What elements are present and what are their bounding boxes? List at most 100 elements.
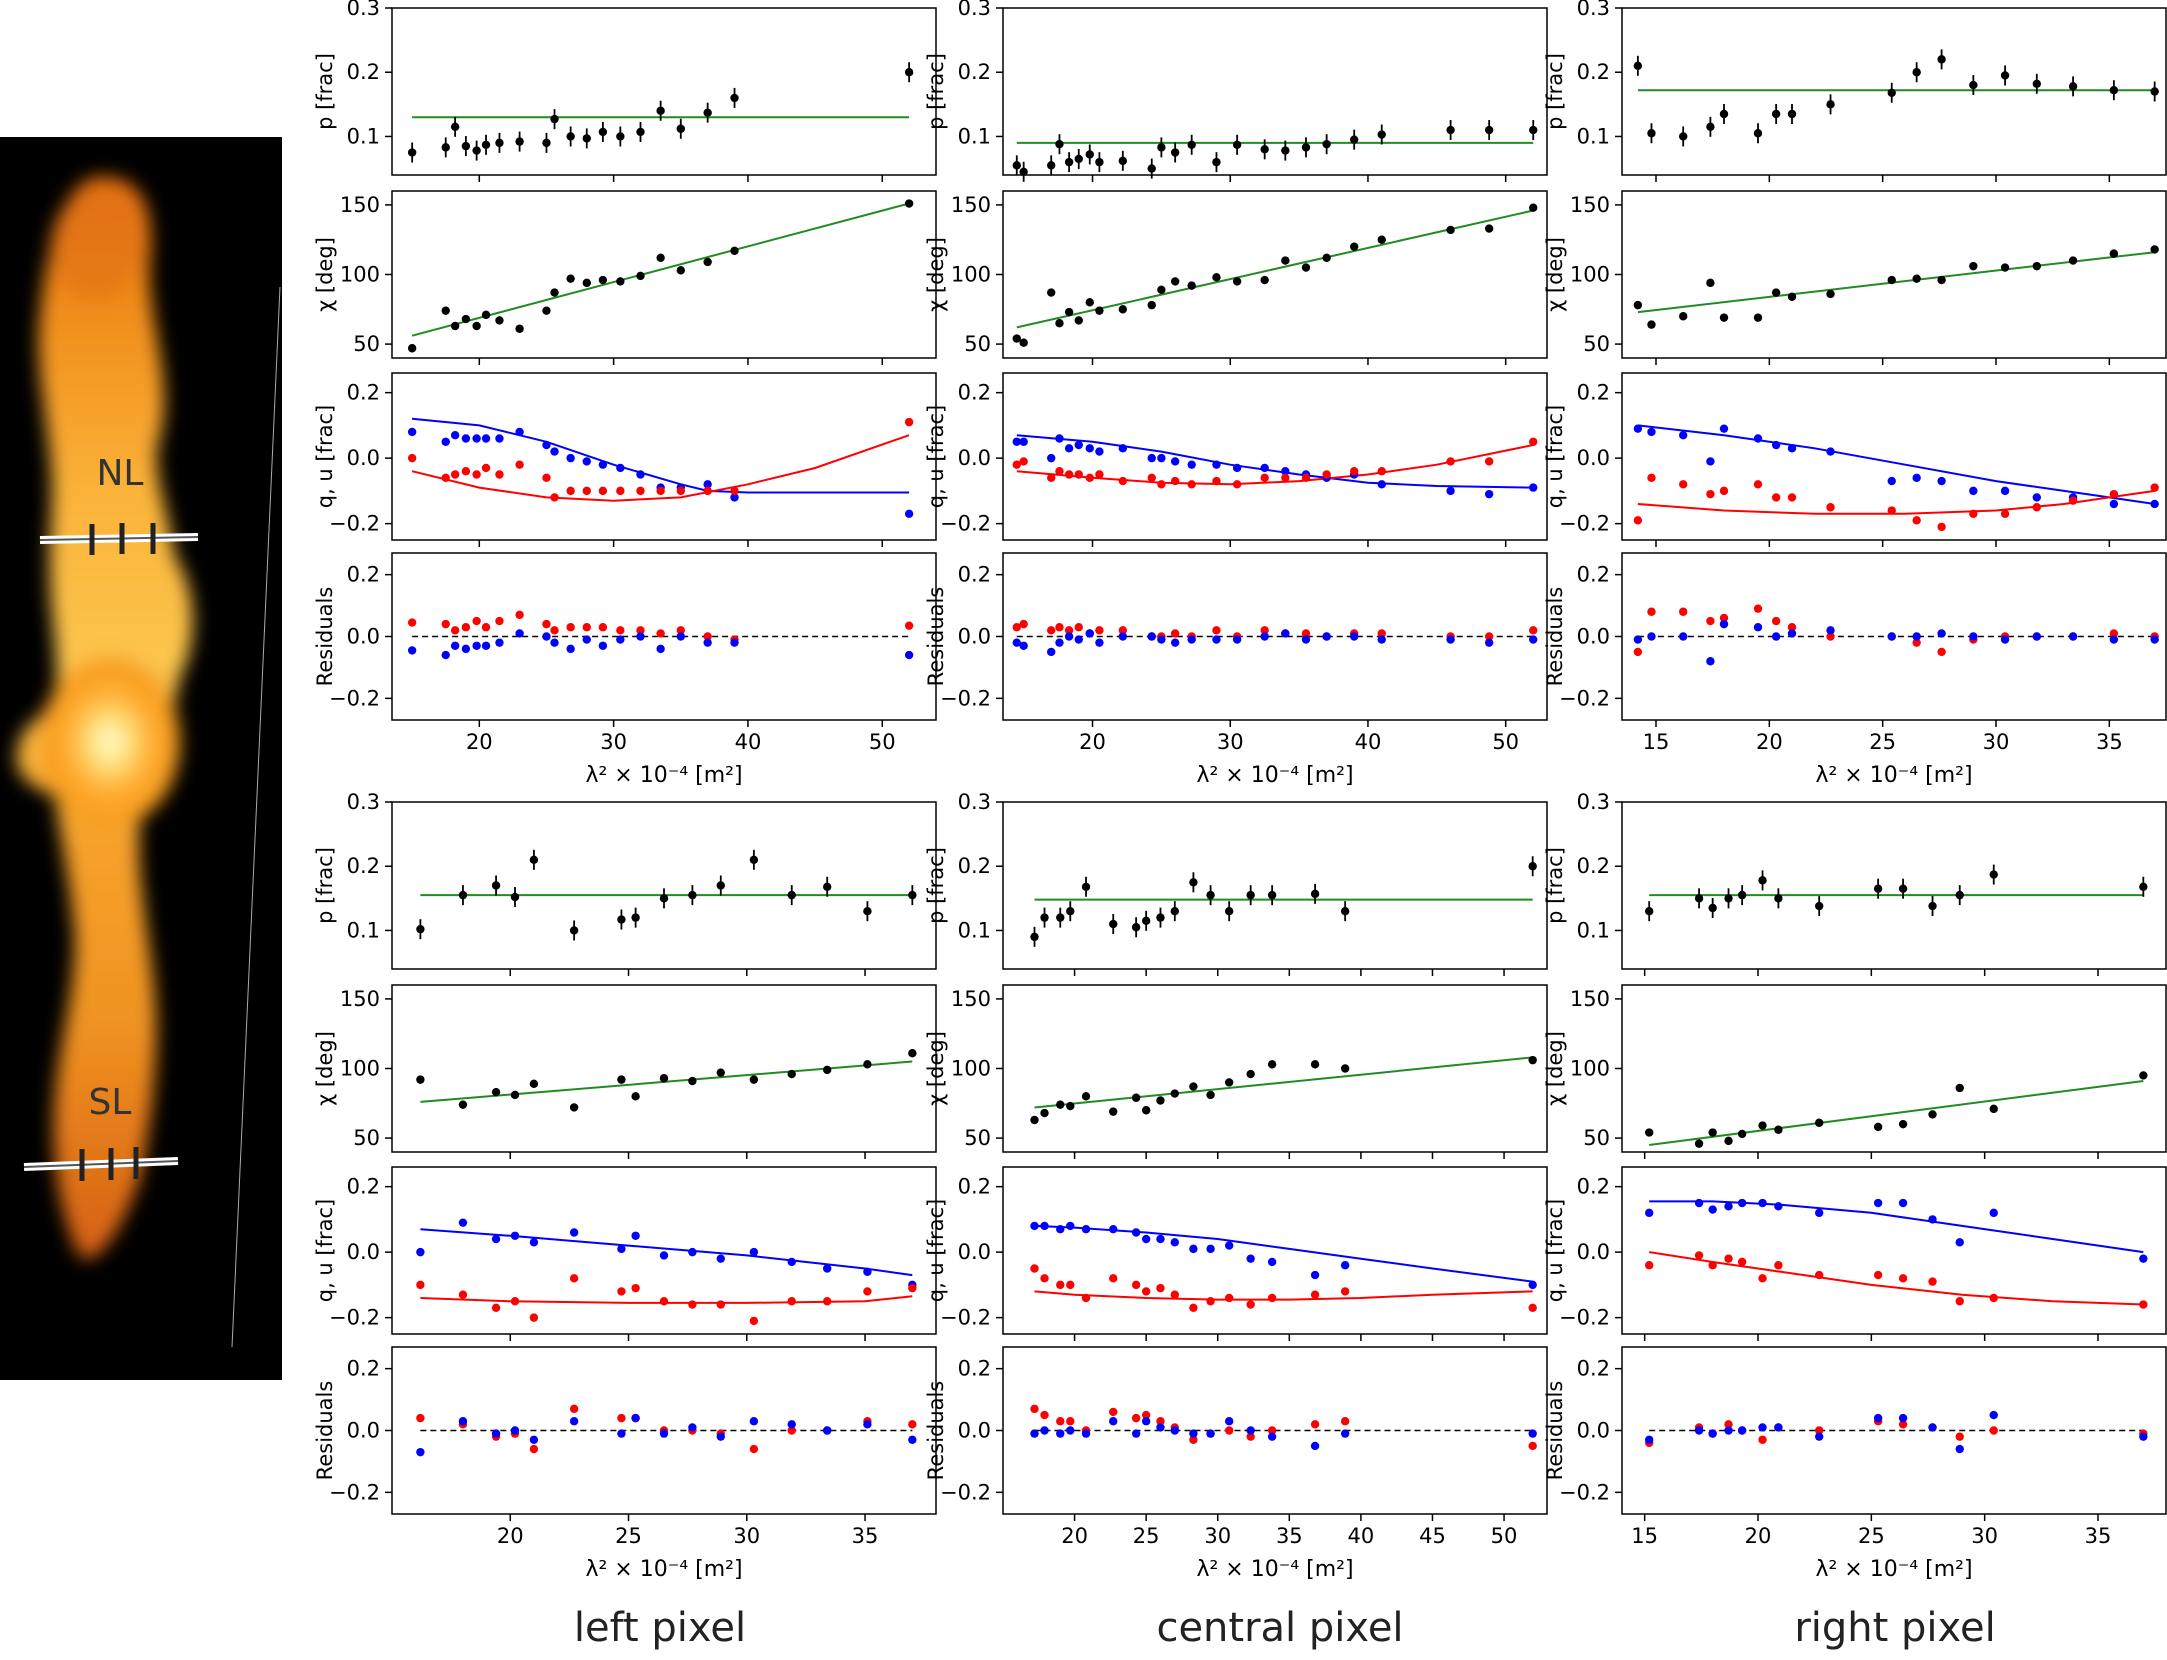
q-point bbox=[1040, 1274, 1049, 1283]
data-point bbox=[481, 140, 491, 150]
q-point bbox=[1887, 506, 1896, 515]
x-tick-label: 25 bbox=[1869, 730, 1896, 754]
q-residual-point bbox=[1955, 1432, 1964, 1441]
data-point bbox=[1989, 870, 1998, 879]
u-residual-point bbox=[631, 1413, 640, 1423]
u-point bbox=[582, 457, 591, 466]
q-point bbox=[1206, 1297, 1215, 1306]
q-point bbox=[582, 486, 591, 496]
data-point bbox=[1232, 140, 1242, 150]
u-residual-point bbox=[1246, 1426, 1255, 1435]
y-tick-label: 0.3 bbox=[347, 790, 380, 814]
u-residual-point bbox=[1310, 1441, 1320, 1451]
data-point bbox=[1095, 157, 1104, 167]
data-point bbox=[636, 271, 645, 281]
x-tick-label: 35 bbox=[2085, 1524, 2112, 1548]
y-axis-label: p [frac] bbox=[313, 53, 337, 130]
u-residual-point bbox=[1719, 619, 1729, 629]
data-point bbox=[1055, 319, 1064, 328]
q-point bbox=[1147, 473, 1156, 482]
y-tick-label: 150 bbox=[1570, 987, 1610, 1011]
u-point bbox=[491, 1234, 501, 1244]
u-residual-point bbox=[1095, 638, 1104, 647]
data-point bbox=[1771, 109, 1781, 119]
u-point bbox=[2000, 486, 2010, 496]
data-point bbox=[1484, 125, 1494, 135]
data-point bbox=[730, 93, 739, 103]
data-point bbox=[1260, 145, 1269, 154]
data-point bbox=[550, 114, 559, 124]
data-point bbox=[1815, 901, 1824, 911]
data-point bbox=[1030, 932, 1039, 942]
u-point bbox=[450, 431, 460, 440]
q-residual-point bbox=[1912, 638, 1921, 647]
q-point bbox=[1737, 1257, 1747, 1267]
panel-frame bbox=[391, 801, 937, 970]
u-residual-point bbox=[1187, 635, 1196, 644]
y-tick-label: 0.3 bbox=[958, 790, 991, 814]
u-point bbox=[863, 1267, 872, 1276]
data-point bbox=[1679, 312, 1688, 321]
data-point bbox=[450, 122, 460, 132]
data-point bbox=[1484, 224, 1494, 233]
u-residual-point bbox=[656, 644, 665, 654]
data-point bbox=[582, 134, 591, 143]
u-point bbox=[1085, 444, 1094, 453]
u-point bbox=[1095, 447, 1104, 456]
q-point bbox=[441, 473, 450, 482]
y-tick-label: −0.2 bbox=[329, 1306, 380, 1330]
data-point bbox=[1189, 878, 1198, 887]
x-tick-label: 40 bbox=[1355, 730, 1382, 754]
panel-frame bbox=[1002, 801, 1548, 970]
y-tick-label: 0.0 bbox=[958, 1419, 991, 1443]
y-axis-label: Residuals bbox=[313, 587, 337, 687]
data-point bbox=[416, 924, 425, 934]
y-tick-label: 0.2 bbox=[958, 563, 991, 587]
x-tick-label: 25 bbox=[1133, 1524, 1160, 1548]
u-point bbox=[1267, 1257, 1277, 1267]
x-tick-label: 25 bbox=[1858, 1524, 1885, 1548]
u-residual-point bbox=[1633, 635, 1643, 644]
q-point bbox=[1815, 1270, 1824, 1280]
u-residual-point bbox=[1131, 1429, 1141, 1438]
y-axis-label: χ [deg] bbox=[924, 237, 948, 312]
u-residual-point bbox=[1030, 1429, 1039, 1438]
q-point bbox=[1157, 480, 1166, 489]
q-point bbox=[461, 467, 471, 476]
u-fit-line bbox=[1637, 424, 2155, 505]
q-point bbox=[1156, 1283, 1165, 1293]
u-residual-point bbox=[730, 638, 739, 647]
data-point bbox=[2139, 882, 2148, 891]
q-point bbox=[2068, 496, 2078, 505]
u-point bbox=[823, 1264, 832, 1273]
u-residual-point bbox=[461, 644, 471, 654]
u-residual-point bbox=[1887, 632, 1896, 641]
u-residual-point bbox=[1085, 629, 1094, 638]
q-point bbox=[730, 486, 739, 496]
u-residual-point bbox=[542, 632, 551, 641]
data-point bbox=[1260, 275, 1269, 285]
q-residual-point bbox=[1267, 1426, 1277, 1435]
y-tick-label: 100 bbox=[951, 263, 991, 287]
fit-line bbox=[1016, 209, 1534, 329]
data-point bbox=[1081, 1092, 1091, 1101]
data-point bbox=[1928, 1110, 1937, 1119]
u-residual-point bbox=[582, 635, 591, 644]
q-residual-point bbox=[1141, 1410, 1151, 1420]
u-residual-point bbox=[1260, 632, 1269, 641]
q-point bbox=[1267, 1293, 1277, 1303]
q-point bbox=[1529, 437, 1538, 446]
y-tick-label: −0.2 bbox=[940, 512, 991, 536]
u-point bbox=[1898, 1198, 1908, 1208]
q-residual-point bbox=[1056, 1417, 1065, 1426]
q-residual-point bbox=[542, 619, 551, 629]
u-point bbox=[458, 1218, 468, 1227]
q-residual-point bbox=[1484, 632, 1494, 641]
data-point bbox=[1281, 256, 1290, 265]
u-residual-point bbox=[1955, 1444, 1964, 1454]
u-point bbox=[1679, 431, 1688, 440]
data-point bbox=[2150, 245, 2159, 254]
q-point bbox=[1232, 480, 1242, 489]
